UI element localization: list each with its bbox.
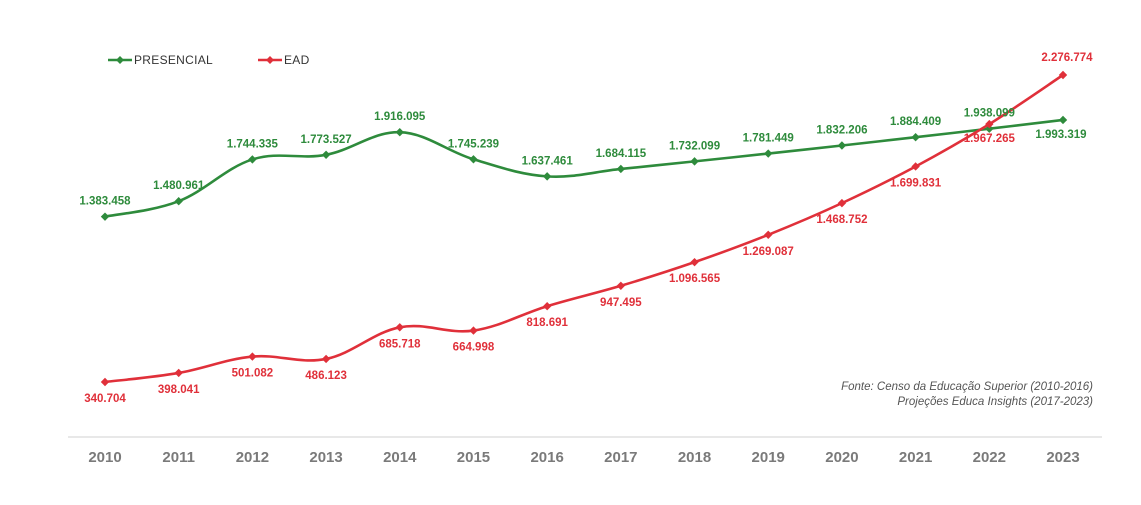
data-label: 664.998 xyxy=(453,342,495,354)
data-label: 1.993.319 xyxy=(1035,129,1086,141)
data-label: 1.745.239 xyxy=(448,138,499,150)
data-label: 1.744.335 xyxy=(227,138,279,150)
data-point-marker xyxy=(395,127,404,137)
data-point-marker xyxy=(248,155,257,164)
data-label: 2.276.774 xyxy=(1041,52,1093,64)
data-point-marker xyxy=(1058,70,1068,80)
data-label: 1.884.409 xyxy=(890,116,941,128)
data-label: 1.967.265 xyxy=(964,133,1016,145)
data-point-marker xyxy=(542,302,552,311)
data-label: 486.123 xyxy=(305,370,347,382)
data-point-marker xyxy=(616,164,626,174)
data-point-marker xyxy=(1058,115,1068,125)
data-label: 1.480.961 xyxy=(153,180,205,192)
x-axis-ticks: 2010 2011 2012 2013 2014 2015 2016 2017 2018 2019… xyxy=(88,449,1079,466)
legend-label: PRESENCIAL xyxy=(134,53,213,67)
data-point-marker xyxy=(837,141,847,150)
data-label: 1.468.752 xyxy=(816,214,867,226)
data-label: 947.495 xyxy=(600,297,642,309)
x-tick-label: 2017 xyxy=(604,449,637,466)
data-point-marker xyxy=(100,377,110,387)
data-label: 1.938.099 xyxy=(964,108,1015,120)
data-point-marker xyxy=(985,119,994,129)
source-line-2: Projeções Educa Insights (2017-2023) xyxy=(897,396,1093,408)
data-label: 1.699.831 xyxy=(890,177,942,189)
legend-swatch-marker xyxy=(116,56,124,64)
x-tick-label: 2013 xyxy=(309,449,342,466)
data-point-marker xyxy=(985,124,994,133)
x-tick-label: 2022 xyxy=(973,449,1006,466)
data-label: 1.832.206 xyxy=(816,124,867,136)
data-point-marker xyxy=(395,323,404,332)
data-label: 1.773.527 xyxy=(300,134,351,146)
data-point-marker xyxy=(690,157,699,166)
data-point-marker xyxy=(542,172,552,181)
data-label: 685.718 xyxy=(379,338,421,350)
source-line-1: Fonte: Censo da Educação Superior (2010-… xyxy=(841,381,1093,393)
x-tick-label: 2019 xyxy=(752,449,785,466)
data-label: 501.082 xyxy=(232,368,274,380)
x-tick-label: 2020 xyxy=(825,449,858,466)
data-point-marker xyxy=(248,352,257,361)
x-tick-label: 2012 xyxy=(236,449,269,466)
data-label: 398.041 xyxy=(158,384,200,396)
legend-item-presencial: PRESENCIAL xyxy=(108,53,213,67)
data-point-marker xyxy=(174,368,183,378)
x-tick-label: 2018 xyxy=(678,449,711,466)
data-labels: 1.383.458 1.480.961 1.744.335 1.773.527 1.91… xyxy=(79,52,1093,405)
data-point-marker xyxy=(100,212,110,221)
data-label: 818.691 xyxy=(526,317,568,329)
data-point-marker xyxy=(616,281,626,290)
data-label: 1.637.461 xyxy=(522,155,574,167)
series-layer xyxy=(100,70,1068,387)
data-point-marker xyxy=(911,162,920,171)
data-point-marker xyxy=(321,354,331,364)
x-tick-label: 2021 xyxy=(899,449,932,466)
data-point-marker xyxy=(321,150,331,159)
x-tick-label: 2016 xyxy=(530,449,563,466)
data-point-marker xyxy=(837,198,847,208)
data-point-marker xyxy=(469,326,478,335)
data-point-marker xyxy=(764,149,773,158)
data-label: 1.096.565 xyxy=(669,273,721,285)
data-point-marker xyxy=(911,133,920,142)
data-label: 1.383.458 xyxy=(79,196,131,208)
data-point-marker xyxy=(469,155,478,164)
data-point-marker xyxy=(764,230,773,239)
data-label: 1.269.087 xyxy=(743,246,794,258)
legend-label: EAD xyxy=(284,53,310,67)
data-label: 1.732.099 xyxy=(669,140,720,152)
x-tick-label: 2015 xyxy=(457,449,490,466)
data-label: 1.781.449 xyxy=(743,133,794,145)
data-label: 1.916.095 xyxy=(374,111,426,123)
data-point-marker xyxy=(174,196,183,206)
x-tick-label: 2011 xyxy=(162,449,195,466)
x-tick-label: 2010 xyxy=(88,449,121,466)
legend-swatch-marker xyxy=(266,56,274,64)
data-point-marker xyxy=(690,257,699,267)
legend: PRESENCIAL EAD xyxy=(108,53,310,67)
series-line-presencial xyxy=(103,118,1065,218)
x-tick-label: 2023 xyxy=(1046,449,1079,466)
x-tick-label: 2014 xyxy=(383,449,417,466)
data-label: 1.684.115 xyxy=(596,148,647,160)
legend-item-ead: EAD xyxy=(258,53,310,67)
data-label: 340.704 xyxy=(84,393,126,405)
